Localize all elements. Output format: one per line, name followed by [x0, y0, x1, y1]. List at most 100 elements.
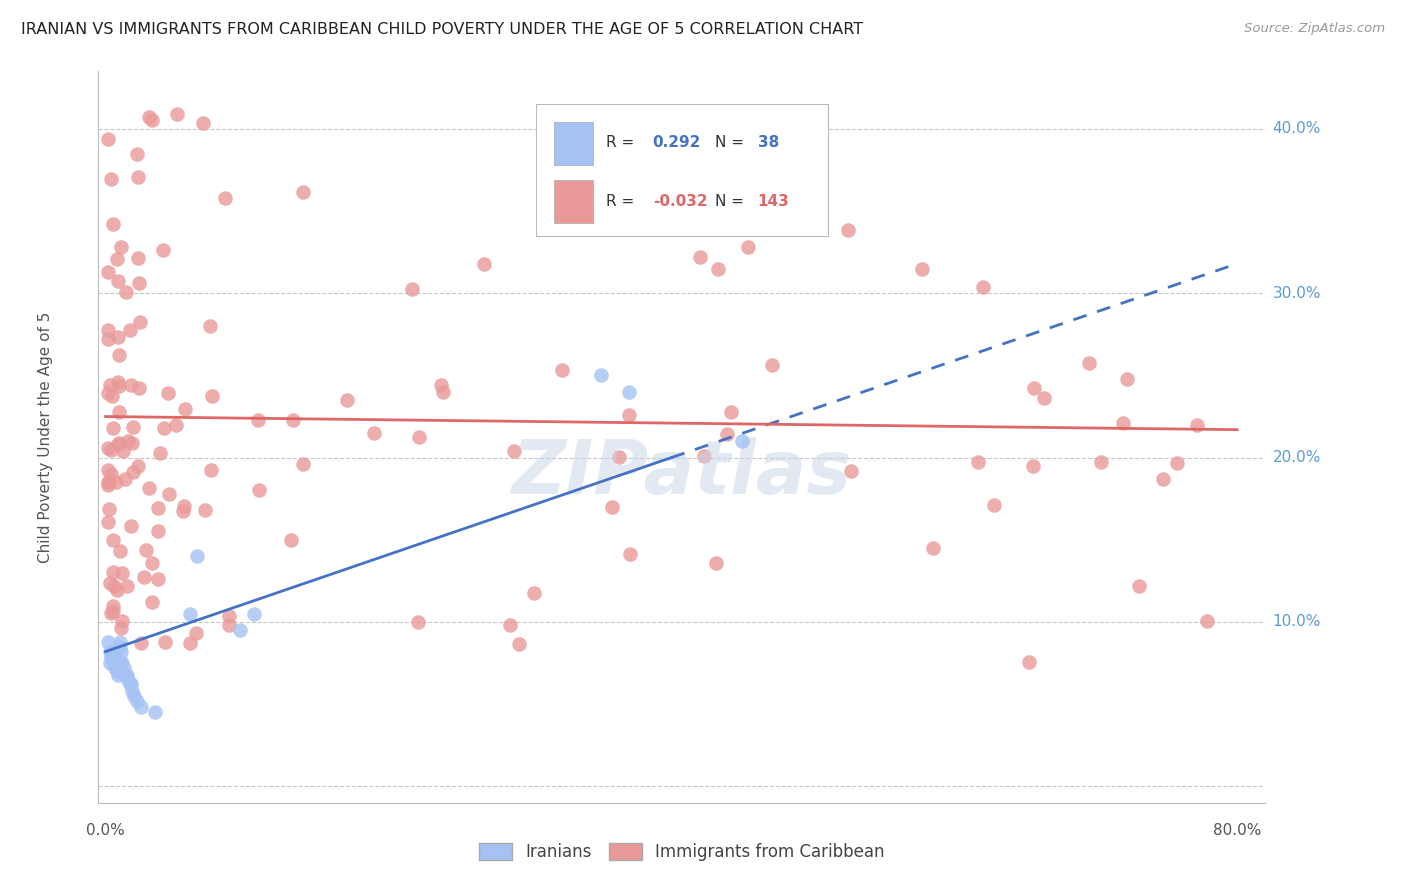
Point [97, 332, 120, 346]
Text: 143: 143 [758, 194, 790, 209]
Point [292, 185, 315, 199]
Point [98, 378, 121, 392]
Text: 30.0%: 30.0% [1272, 285, 1322, 301]
Text: IRANIAN VS IMMIGRANTS FROM CARIBBEAN CHILD POVERTY UNDER THE AGE OF 5 CORRELATIO: IRANIAN VS IMMIGRANTS FROM CARIBBEAN CHI… [21, 22, 863, 37]
Point [1128, 579, 1150, 593]
Text: 0.0%: 0.0% [86, 822, 125, 838]
Point [408, 429, 430, 443]
Point [101, 533, 124, 547]
Point [97, 634, 120, 648]
Point [121, 436, 143, 450]
Point [1197, 615, 1219, 629]
Point [720, 405, 742, 419]
Point [432, 385, 454, 400]
Text: 10.0%: 10.0% [1272, 615, 1320, 630]
Point [166, 107, 188, 121]
FancyBboxPatch shape [554, 121, 593, 165]
Point [120, 378, 142, 392]
Point [508, 637, 530, 651]
Point [118, 323, 141, 337]
Point [97, 441, 120, 455]
Point [1112, 416, 1135, 430]
Point [100, 442, 122, 457]
FancyBboxPatch shape [554, 180, 593, 223]
Point [100, 651, 122, 665]
Point [101, 603, 124, 617]
Point [108, 634, 131, 648]
Point [135, 542, 157, 557]
Point [617, 384, 640, 399]
Point [429, 378, 451, 392]
Text: 80.0%: 80.0% [1213, 822, 1261, 838]
Point [922, 541, 945, 555]
Point [100, 644, 122, 658]
Point [98, 502, 121, 516]
Point [110, 656, 132, 670]
Point [1022, 459, 1045, 474]
Point [98, 656, 121, 670]
Point [281, 412, 304, 426]
Point [198, 318, 221, 333]
Point [131, 636, 153, 650]
Point [983, 498, 1005, 512]
Point [607, 450, 630, 465]
Point [146, 524, 169, 538]
Point [174, 401, 197, 416]
Point [707, 262, 730, 277]
Point [138, 481, 160, 495]
Point [502, 444, 524, 458]
Point [1018, 655, 1040, 669]
Point [128, 381, 150, 395]
Point [152, 243, 174, 257]
Point [105, 252, 128, 266]
Point [292, 457, 315, 471]
Point [118, 677, 141, 691]
Point [1033, 391, 1056, 405]
Text: R =: R = [606, 136, 634, 150]
Point [1090, 455, 1112, 469]
Point [155, 635, 177, 649]
Point [97, 322, 120, 336]
Point [107, 659, 129, 673]
Point [97, 478, 120, 492]
Point [101, 656, 124, 670]
Text: ZIPatlas: ZIPatlas [512, 437, 852, 510]
Point [363, 425, 385, 440]
Point [146, 500, 169, 515]
Point [107, 274, 129, 288]
Point [103, 579, 125, 593]
Point [121, 684, 143, 698]
Point [186, 549, 208, 564]
Point [619, 408, 641, 422]
Point [101, 565, 124, 579]
Point [194, 503, 217, 517]
Point [110, 644, 132, 658]
Point [120, 518, 142, 533]
Point [589, 368, 612, 383]
Point [704, 556, 727, 570]
Point [114, 472, 136, 486]
Point [401, 282, 423, 296]
Point [218, 609, 240, 624]
Point [132, 569, 155, 583]
Point [138, 111, 160, 125]
Point [179, 635, 201, 649]
Point [122, 465, 145, 479]
Point [105, 583, 128, 598]
Text: R =: R = [606, 194, 634, 209]
Point [148, 572, 170, 586]
Point [97, 475, 120, 490]
Point [214, 191, 236, 205]
Point [336, 393, 359, 408]
Point [218, 617, 240, 632]
Point [101, 648, 124, 662]
Text: 38: 38 [758, 136, 779, 150]
Point [97, 463, 120, 477]
Point [111, 444, 134, 458]
Point [98, 644, 121, 658]
Point [761, 358, 783, 372]
Point [115, 579, 138, 593]
Point [129, 315, 152, 329]
Point [111, 614, 134, 628]
Point [115, 285, 138, 300]
